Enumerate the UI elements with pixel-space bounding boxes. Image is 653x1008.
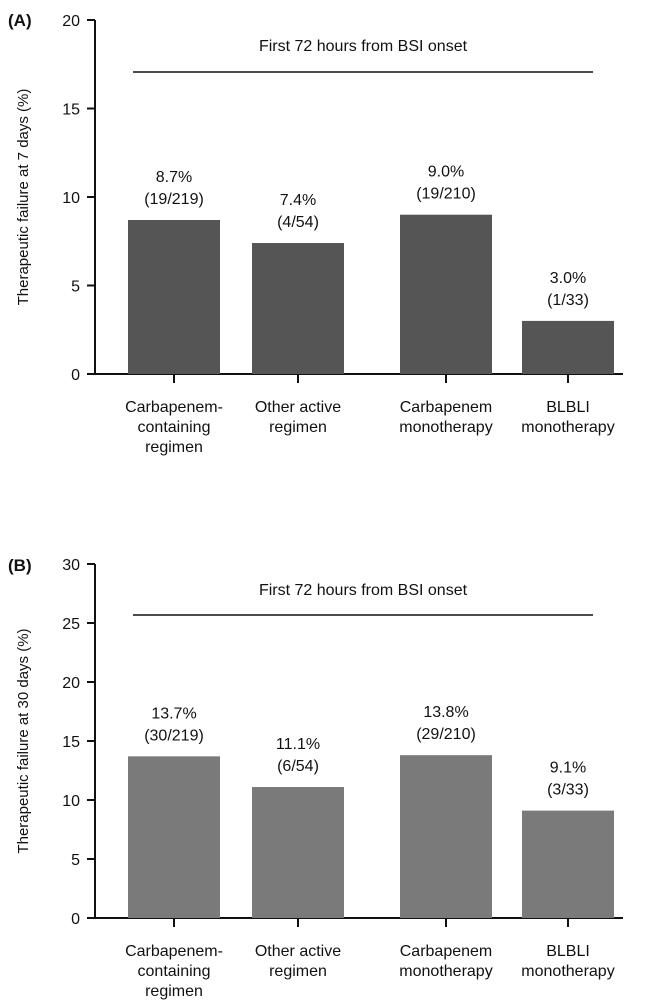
bar — [252, 787, 344, 918]
bar — [128, 220, 220, 374]
x-tick-label: Carbapenem — [400, 399, 493, 416]
bar — [522, 810, 614, 918]
data-label-percent: 13.7% — [151, 705, 196, 722]
x-tick-label: regimen — [269, 963, 327, 980]
bar — [522, 320, 614, 374]
data-label-count: (6/54) — [277, 758, 319, 775]
y-tick-label: 30 — [62, 557, 80, 574]
x-tick-label: regimen — [145, 439, 203, 456]
y-tick-label: 5 — [71, 279, 80, 296]
x-tick-label: monotherapy — [521, 419, 614, 436]
data-label-count: (19/210) — [416, 186, 476, 203]
y-tick-label: 0 — [71, 367, 80, 384]
data-label-count: (1/33) — [547, 292, 589, 309]
annotation-label: First 72 hours from BSI onset — [259, 38, 468, 55]
data-label-percent: 3.0% — [550, 270, 586, 287]
x-tick-label: monotherapy — [521, 963, 614, 980]
y-tick-label: 10 — [62, 793, 80, 810]
bar — [400, 755, 492, 918]
y-tick-label: 20 — [62, 675, 80, 692]
bar — [400, 214, 492, 374]
x-tick-label: BLBLI — [546, 943, 590, 960]
x-tick-label: BLBLI — [546, 399, 590, 416]
x-tick-label: regimen — [145, 983, 203, 1000]
data-label-count: (4/54) — [277, 214, 319, 231]
x-tick-label: Carbapenem- — [125, 943, 223, 960]
x-tick-label: Carbapenem- — [125, 399, 223, 416]
y-axis-label: Therapeutic failure at 7 days (%) — [15, 89, 32, 306]
x-tick-label: Carbapenem — [400, 943, 493, 960]
data-label-percent: 7.4% — [280, 192, 316, 209]
data-label-count: (19/219) — [144, 191, 204, 208]
data-label-count: (30/219) — [144, 727, 204, 744]
y-axis-label: Therapeutic failure at 30 days (%) — [15, 628, 32, 853]
x-tick-label: regimen — [269, 419, 327, 436]
x-tick-label: monotherapy — [399, 963, 492, 980]
data-label-count: (3/33) — [547, 782, 589, 799]
panel-label: (A) — [8, 11, 32, 30]
data-label-percent: 11.1% — [276, 736, 320, 753]
data-label-percent: 9.1% — [550, 760, 586, 777]
bar — [128, 756, 220, 918]
x-tick-label: Other active — [255, 943, 341, 960]
data-label-percent: 8.7% — [156, 169, 192, 186]
y-tick-label: 15 — [62, 734, 80, 751]
y-tick-label: 5 — [71, 852, 80, 869]
y-tick-label: 10 — [62, 190, 80, 207]
data-label-percent: 9.0% — [428, 164, 464, 181]
x-tick-label: Other active — [255, 399, 341, 416]
data-label-count: (29/210) — [416, 726, 476, 743]
data-label-percent: 13.8% — [423, 704, 468, 721]
y-tick-label: 0 — [71, 911, 80, 928]
x-tick-label: monotherapy — [399, 419, 492, 436]
y-tick-label: 20 — [62, 13, 80, 30]
panel-label: (B) — [8, 556, 32, 575]
y-tick-label: 15 — [62, 102, 80, 119]
x-tick-label: containing — [138, 963, 211, 980]
annotation-label: First 72 hours from BSI onset — [259, 582, 468, 599]
y-tick-label: 25 — [62, 616, 80, 633]
bar — [252, 243, 344, 374]
x-tick-label: containing — [138, 419, 211, 436]
